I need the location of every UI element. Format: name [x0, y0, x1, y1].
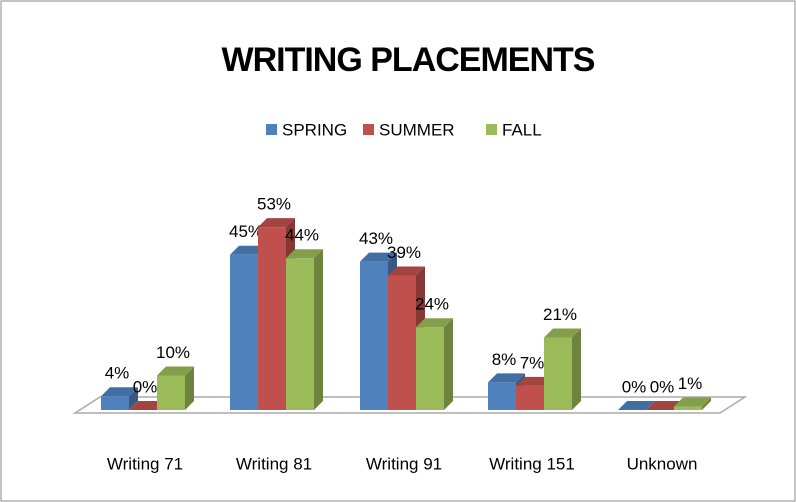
bar-top [101, 387, 138, 397]
bar-top [388, 266, 425, 276]
data-label: 0% [650, 377, 675, 396]
legend-swatch [486, 124, 497, 135]
bar-front [101, 396, 129, 410]
bar-side [185, 366, 194, 410]
bar [618, 401, 655, 410]
data-label: 8% [492, 350, 517, 369]
bar [674, 397, 711, 410]
data-label: 0% [133, 377, 158, 396]
legend-swatch [266, 124, 277, 135]
bar-front [388, 275, 416, 410]
bar-side [572, 328, 581, 410]
bar-front [516, 385, 544, 410]
bar-front [230, 254, 258, 410]
data-label: 45% [229, 222, 263, 241]
data-label: 4% [105, 364, 130, 383]
legend-swatch [363, 124, 374, 135]
data-label: 10% [156, 343, 190, 362]
bar-top [360, 252, 397, 262]
bar-top [516, 376, 553, 386]
bar-front [157, 375, 185, 410]
data-label: 7% [520, 353, 545, 372]
bar-top [488, 373, 525, 383]
bar-top [258, 218, 295, 228]
x-tick-label: Writing 151 [489, 454, 575, 473]
bar-top [129, 401, 166, 410]
data-label: 24% [415, 295, 449, 314]
bar [157, 366, 194, 410]
bar-front [258, 227, 286, 410]
bar-front [360, 261, 388, 410]
x-tick-label: Writing 91 [366, 454, 442, 473]
legend-label: SPRING [282, 120, 347, 139]
legend-label: SUMMER [379, 120, 455, 139]
bar [416, 318, 453, 410]
data-label: 43% [359, 229, 393, 248]
bar [286, 249, 323, 410]
bar-side [702, 397, 711, 410]
bar-top [544, 328, 581, 338]
chart-title: WRITING PLACEMENTS [222, 41, 595, 79]
data-label: 1% [678, 374, 703, 393]
data-label: 53% [257, 195, 291, 214]
bar-top [157, 366, 194, 376]
bar [544, 328, 581, 410]
bar-front [488, 382, 516, 410]
bar [129, 401, 166, 410]
x-tick-label: Writing 71 [107, 454, 183, 473]
bar-front [286, 258, 314, 410]
bar [101, 387, 138, 410]
bar [646, 401, 683, 410]
bar-top [618, 401, 655, 410]
bar-side [314, 249, 323, 410]
bar-top [286, 249, 323, 259]
data-label: 39% [387, 243, 421, 262]
data-label: 44% [285, 226, 319, 245]
bar-front [416, 327, 444, 410]
bar-side [129, 387, 138, 410]
legend-label: FALL [502, 120, 542, 139]
bar-top [674, 397, 711, 407]
bar-top [646, 401, 683, 410]
bar-front [544, 337, 572, 410]
bar-top [230, 245, 267, 255]
x-tick-label: Unknown [627, 454, 698, 473]
bar-front [674, 406, 702, 410]
x-tick-label: Writing 81 [236, 454, 312, 473]
data-label: 0% [622, 377, 647, 396]
bar-side [444, 318, 453, 410]
bar-top [416, 318, 453, 328]
data-label: 21% [543, 305, 577, 324]
